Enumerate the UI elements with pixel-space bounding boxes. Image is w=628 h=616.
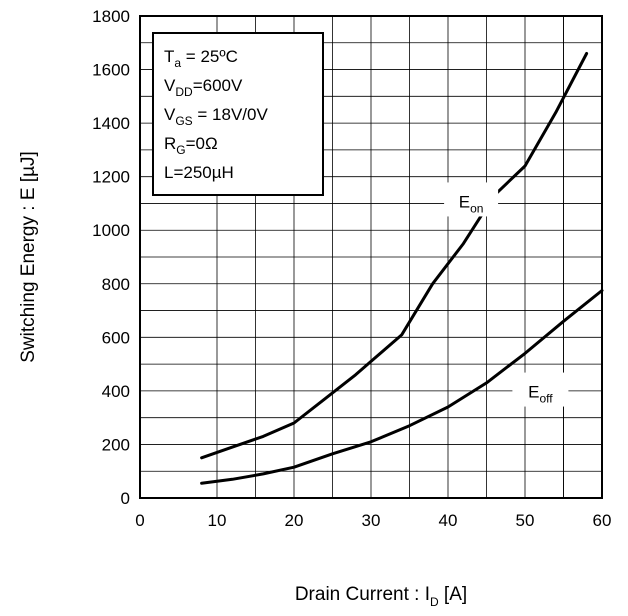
y-tick-label: 1000 <box>92 221 130 240</box>
x-tick-label: 20 <box>285 511 304 530</box>
series-lines <box>200 52 604 485</box>
x-tick-labels: 0 10 20 30 40 50 60 <box>135 511 611 530</box>
x-tick-label: 10 <box>208 511 227 530</box>
x-axis-title: Drain Current : ID [A] <box>295 584 467 609</box>
series-line-off <box>200 289 604 485</box>
y-axis-title: Switching Energy : E [µJ] <box>18 151 39 363</box>
condition-line: VDD=600V <box>164 76 243 99</box>
series-labels: Eon Eoff <box>444 182 569 407</box>
y-tick-label: 1400 <box>92 114 130 133</box>
series-label-on: Eon <box>459 192 484 215</box>
condition-line: RG=0Ω <box>164 134 218 157</box>
series-label-bg <box>444 182 499 217</box>
plot-frame <box>139 15 603 499</box>
x-tick-label: 40 <box>439 511 458 530</box>
y-tick-label: 200 <box>102 435 130 454</box>
x-axis-title-main: Drain Current : I <box>295 584 430 605</box>
y-tick-label: 1200 <box>92 168 130 187</box>
series-label-off: Eoff <box>528 383 553 406</box>
x-tick-label: 30 <box>362 511 381 530</box>
condition-line: VGS = 18V/0V <box>164 105 268 128</box>
x-tick-label: 60 <box>593 511 612 530</box>
conditions-box: Ta = 25ºC VDD=600V VGS = 18V/0V RG=0Ω L=250µ… <box>152 32 324 196</box>
y-tick-label: 0 <box>121 489 130 508</box>
y-tick-label: 1600 <box>92 61 130 80</box>
x-tick-label: 0 <box>135 511 144 530</box>
x-tick-label: 50 <box>516 511 535 530</box>
conditions-lines: Ta = 25ºC VDD=600V VGS = 18V/0V RG=0Ω L=250µ… <box>164 47 268 182</box>
condition-line: L=250µH <box>164 163 234 182</box>
conditions-box-frame <box>152 32 324 196</box>
condition-line: Ta = 25ºC <box>164 47 238 70</box>
y-tick-label: 800 <box>102 275 130 294</box>
y-tick-labels: 0 200 400 600 800 1000 1200 1400 1600 1800 <box>92 7 130 508</box>
y-tick-label: 600 <box>102 328 130 347</box>
y-tick-label: 1800 <box>92 7 130 26</box>
series-line-on <box>200 52 589 460</box>
x-axis-title-unit: [A] <box>439 584 468 605</box>
series-label-bg <box>512 372 569 407</box>
x-axis-title-sub: D <box>430 595 439 609</box>
y-tick-label: 400 <box>102 382 130 401</box>
